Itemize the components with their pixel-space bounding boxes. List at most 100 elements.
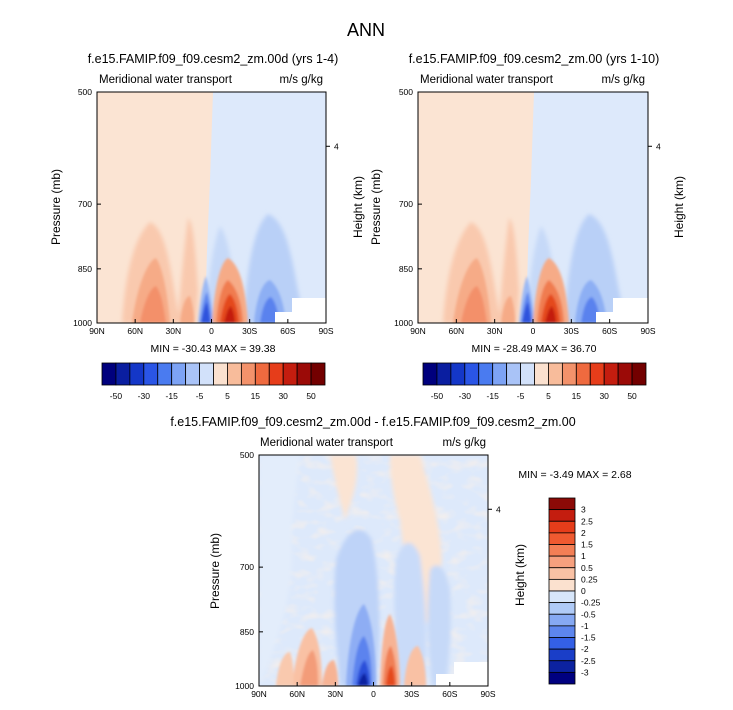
panel-3-colorbar-box [548,625,576,638]
panel-1-colorbar-label: -30 [138,391,151,401]
panel-2-y-tick-label: 850 [399,264,413,274]
panel-3-colorbar-label: 2 [581,528,586,538]
panel-1-colorbar-box [143,362,159,386]
panel-2-colorbar-label: -50 [431,391,444,401]
panel-2-x-tick-label: 0 [531,326,536,336]
panel-3-x-tick-label: 30S [404,689,419,699]
panel-3-x-tick-label: 0 [371,689,376,699]
panel-3-y-tick-label: 700 [240,562,254,572]
panel-2-colorbar-label: 30 [599,391,609,401]
panel-2-colorbar-box [422,362,438,386]
panel-1-colorbar-label: -50 [110,391,123,401]
panel-3-colorbar-box [548,532,576,545]
panel-3-title: f.e15.FAMIP.f09_f09.cesm2_zm.00d - f.e15… [170,415,575,429]
panel-2-x-tick-label: 90S [640,326,655,336]
panel-2-variable-label: Meridional water transport [420,74,554,86]
panel-1-title: f.e15.FAMIP.f09_f09.cesm2_zm.00d (yrs 1-… [88,52,339,66]
panel-3-colorbar-label: 2.5 [581,516,593,526]
panel-2-colorbar-box [464,362,480,386]
panel-3-colorbar-label: -0.5 [581,609,596,619]
panel-1-right-axis-label: Height (km) [351,176,365,238]
panel-2-x-tick-label: 30S [564,326,579,336]
panel-3-colorbar-box [548,497,576,511]
panel-1-variable-label: Meridional water transport [99,74,233,86]
panel-1-colorbar-box [185,362,200,386]
panel-3-colorbar-box [548,671,576,685]
panel-2-stats: MIN = -28.49 MAX = 36.70 [472,343,597,355]
panel-3-colorbar-box [548,613,576,627]
panel-2-y-tick-label: 700 [399,199,413,209]
panel-3-colorbar-label: -2 [581,644,589,654]
panel-1-y-axis-label: Pressure (mb) [49,169,63,245]
panel-1-colorbar-box [310,362,326,386]
panel-2-x-tick-label: 60N [449,326,465,336]
panel-2-colorbar-box [534,362,549,386]
panel-1-x-tick-label: 30S [242,326,257,336]
panel-1-colorbar-box [157,362,173,386]
panel-2-colorbar-box [492,362,508,386]
panel-1-colorbar-box [199,362,214,386]
panel-1-colorbar-label: 5 [225,391,230,401]
panel-3-x-tick-label: 60S [442,689,457,699]
main-title: ANN [347,20,385,40]
panel-1-colorbar-label: -15 [166,391,179,401]
panel-1-colorbar-label: 15 [251,391,261,401]
panel-3-contour-field [259,455,488,686]
panel-2-colorbar-label: -5 [517,391,525,401]
panel-3-colorbar-label: 0 [581,586,586,596]
panel-1-colorbar-box [213,362,228,386]
panel-3-colorbar-label: 1 [581,551,586,561]
panel-1-y-tick-label: 1000 [73,318,92,328]
panel-2-colorbar-box [520,362,535,386]
panel-2-y-tick-label: 500 [399,87,413,97]
panel-1-x-tick-label: 0 [209,326,214,336]
panel-1-x-tick-label: 60N [127,326,143,336]
panel-3-y-tick-label: 850 [240,627,254,637]
panel-2-colorbar-label: -30 [459,391,472,401]
panel-2-title: f.e15.FAMIP.f09_f09.cesm2_zm.00 (yrs 1-1… [409,52,660,66]
panel-1-units-label: m/s g/kg [280,74,323,86]
panel-1-colorbar-label: 30 [278,391,288,401]
panel-1-x-tick-label: 90N [89,326,105,336]
panel-1-colorbar: -50 -30 -15 -5 5 15 30 50 [101,362,326,401]
panel-1-x-tick-label: 30N [166,326,182,336]
panel-3-colorbar-box [548,648,576,662]
panel-1-colorbar-box [101,362,117,386]
panel-3-colorbar-label: 3 [581,505,586,515]
panel-1-colorbar-box [171,362,187,386]
panel-2-colorbar-label: 15 [572,391,582,401]
panel-3-variable-label: Meridional water transport [260,437,394,449]
panel-3-colorbar-box [548,660,576,673]
panel-3-stats: MIN = -3.49 MAX = 2.68 [518,469,631,481]
panel-2-y-axis-label: Pressure (mb) [369,169,383,245]
panel-3-colorbar-box [548,544,576,557]
panel-2-colorbar-box [561,362,577,386]
panel-3-colorbar-label: -0.25 [581,598,601,608]
panel-1-contour-field [97,92,326,323]
panel-1-y-tick-label: 500 [78,87,92,97]
panel-1-height-tick-label: 4 [334,141,339,151]
panel-3-colorbar-label: -3 [581,667,589,677]
panel-2-colorbar-label: 50 [627,391,637,401]
panel-2-colorbar-box [603,362,619,386]
panel-3-x-tick-label: 90S [480,689,495,699]
panel-3-colorbar-box [548,590,576,604]
panel-1-colorbar-box [115,362,131,386]
panel-3: f.e15.FAMIP.f09_f09.cesm2_zm.00d - f.e15… [170,415,631,699]
panel-1-stats: MIN = -30.43 MAX = 39.38 [151,343,276,355]
panel-2-colorbar-box [478,362,494,386]
panel-3-colorbar-box [548,509,576,522]
panel-3-colorbar-box [548,520,576,534]
panel-3-height-tick-label: 4 [496,504,501,514]
panel-1-colorbar-box [268,362,284,386]
panel-3-colorbar-label: 0.25 [581,574,598,584]
panel-2-colorbar: -50 -30 -15 -5 5 15 30 50 [422,362,647,401]
panel-1: f.e15.FAMIP.f09_f09.cesm2_zm.00d (yrs 1-… [49,52,365,355]
panel-2-colorbar-box [506,362,521,386]
panel-3-colorbar-label: -2.5 [581,656,596,666]
panel-2-colorbar-box [631,362,647,386]
panel-3-y-tick-label: 1000 [235,681,254,691]
panel-1-y-tick-label: 850 [78,264,92,274]
panel-2-colorbar-box [589,362,605,386]
